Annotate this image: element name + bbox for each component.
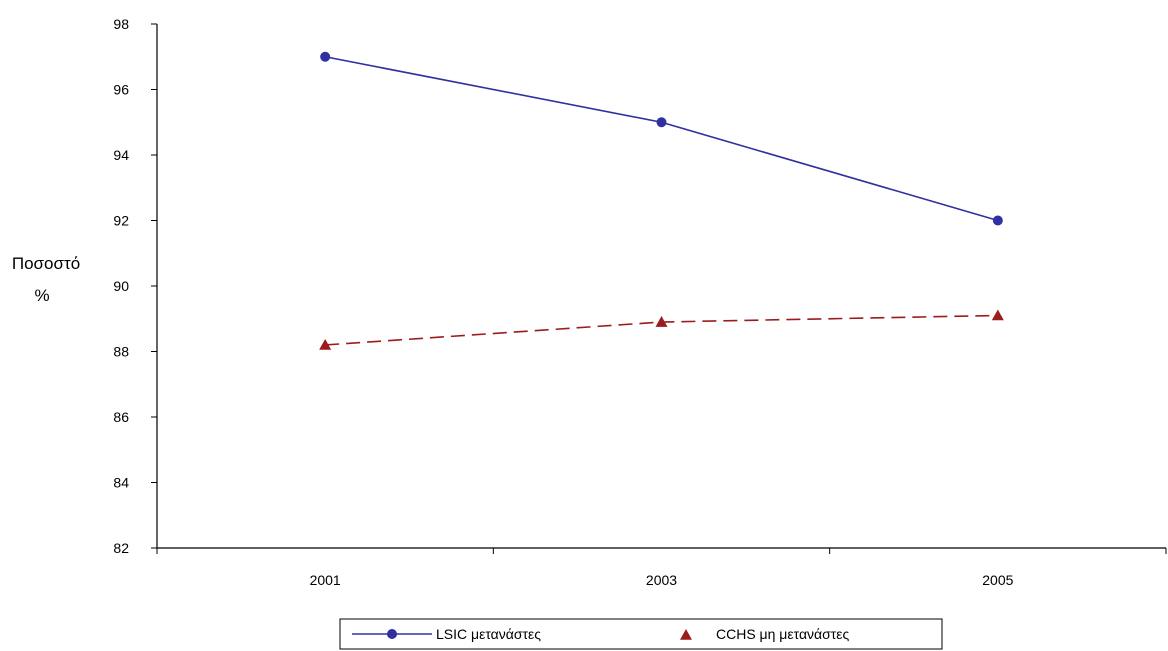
series-1	[320, 51, 1003, 226]
legend-label-1: LSIC μετανάστες	[436, 626, 541, 642]
y-tick-label: 84	[113, 475, 129, 491]
y-axis-title-line-2: %	[34, 286, 49, 305]
series-1-line	[325, 55, 999, 222]
y-tick-label: 94	[113, 147, 129, 163]
series-1-point	[320, 51, 331, 62]
y-axis-title-line-1: Ποσοστό	[12, 254, 80, 273]
legend-box	[339, 618, 943, 650]
axes	[156, 24, 1166, 549]
y-axis-title: Ποσοστό %	[12, 254, 80, 305]
y-tick-label: 88	[113, 344, 129, 360]
legend-swatch-marker-2	[680, 629, 692, 640]
series-1-point	[992, 215, 1003, 226]
legend: LSIC μετανάστες CCHS μη μετανάστες	[339, 618, 943, 650]
series-2-point	[991, 309, 1004, 321]
x-tick-label: 2005	[982, 572, 1013, 588]
y-tick-label: 90	[113, 278, 129, 294]
x-tick-label: 2001	[310, 572, 341, 588]
x-ticks: 2001 2003 2005	[156, 548, 1167, 588]
series-layer	[319, 51, 1004, 350]
series-2-point	[319, 338, 332, 350]
x-tick-label: 2003	[646, 572, 677, 588]
series-2-point	[655, 316, 668, 327]
legend-swatch-marker-1	[387, 629, 397, 639]
y-tick-label: 96	[113, 82, 129, 98]
y-ticks: 82 84 86 88 90 92 94 96 98	[113, 16, 157, 556]
legend-label-2: CCHS μη μετανάστες	[716, 626, 850, 642]
y-tick-label: 98	[113, 16, 129, 32]
y-tick-label: 92	[113, 213, 129, 229]
y-tick-label: 86	[113, 409, 129, 425]
series-1-point	[656, 117, 667, 128]
series-2	[319, 309, 1004, 350]
y-tick-label: 82	[113, 540, 129, 556]
